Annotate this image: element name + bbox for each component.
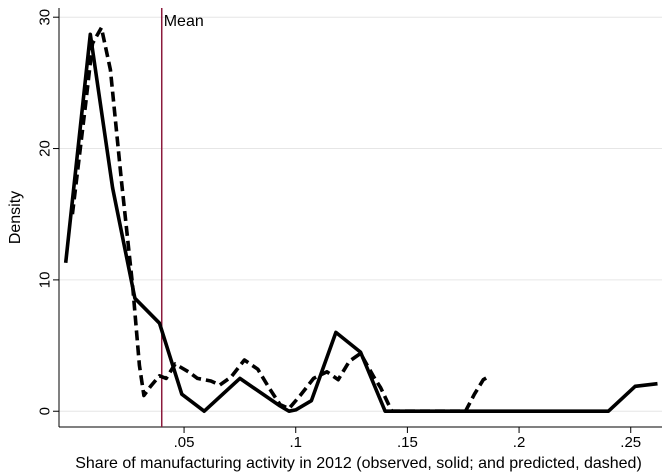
mean-label: Mean: [164, 13, 204, 30]
ticks: 0 10 20 30 .05 .1 .15 .2 .25: [37, 9, 642, 451]
y-tick-label: 0: [37, 407, 54, 415]
y-tick-label: 30: [37, 9, 54, 26]
x-axis-title: Share of manufacturing activity in 2012 …: [75, 455, 642, 472]
annotations: Mean: [160, 8, 204, 427]
x-tick-label: .05: [174, 434, 195, 451]
x-tick-label: .1: [289, 434, 302, 451]
x-tick-label: .2: [513, 434, 526, 451]
y-tick-label: 10: [37, 272, 54, 289]
x-tick-label: .15: [397, 434, 418, 451]
series-lines: [63, 25, 658, 413]
y-tick-label: 20: [37, 140, 54, 157]
predicted-dashed-line: [70, 25, 491, 413]
axes: [58, 8, 662, 428]
observed-solid-line: [63, 32, 658, 413]
y-axis-title: Density: [7, 191, 24, 244]
x-tick-label: .25: [620, 434, 641, 451]
